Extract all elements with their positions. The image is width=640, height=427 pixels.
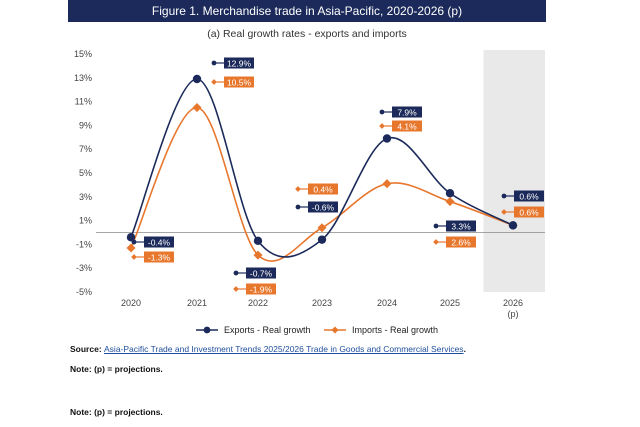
y-tick-label: 7% <box>79 144 92 154</box>
exports-label-marker <box>295 204 301 210</box>
note-1: Note: (p) = projections. <box>70 364 163 374</box>
imports-label-box <box>246 283 276 295</box>
exports-data-label: -0.7% <box>250 268 273 278</box>
exports-point <box>508 221 518 230</box>
exports-point <box>382 134 392 143</box>
x-tick-label: 2025 <box>440 298 460 308</box>
imports-data-label: -1.3% <box>148 252 171 262</box>
exports-label-box <box>514 190 544 202</box>
exports-data-label: 3.3% <box>451 221 471 231</box>
imports-data-label: 0.6% <box>519 207 539 217</box>
imports-label-marker <box>433 239 439 245</box>
exports-data-label: 7.9% <box>397 107 417 117</box>
exports-label-marker <box>433 223 439 229</box>
exports-label-box <box>308 201 338 213</box>
note-2: Note: (p) = projections. <box>70 407 163 417</box>
exports-label-box <box>224 57 254 69</box>
source-suffix: . <box>463 344 466 354</box>
exports-label-box <box>246 267 276 279</box>
y-tick-label: 11% <box>75 97 92 107</box>
imports-label-marker <box>295 186 301 192</box>
y-tick-label: 15% <box>74 49 92 59</box>
exports-label-marker <box>211 60 217 66</box>
imports-label-box <box>514 206 544 218</box>
exports-legend-marker <box>203 326 211 334</box>
y-tick-label: 1% <box>79 216 92 226</box>
exports-label-marker <box>501 193 507 199</box>
imports-label-marker <box>379 123 385 129</box>
imports-label-marker <box>211 79 217 85</box>
exports-label-box <box>446 220 476 232</box>
imports-data-label: 0.4% <box>313 184 333 194</box>
x-tick-suffix: (p) <box>508 309 519 319</box>
projection-band <box>483 50 545 292</box>
imports-legend-marker <box>331 326 339 334</box>
source-prefix: Source: <box>70 344 105 354</box>
x-tick-label: 2024 <box>377 298 397 308</box>
y-tick-label: 3% <box>79 192 92 202</box>
y-tick-label: 9% <box>79 120 92 130</box>
x-tick-label: 2023 <box>312 298 332 308</box>
exports-point <box>126 233 136 242</box>
y-tick-label: -3% <box>76 263 92 273</box>
exports-label-marker <box>379 109 385 115</box>
imports-label-box <box>144 251 174 263</box>
exports-label-box <box>392 106 422 118</box>
exports-label-marker <box>233 270 239 276</box>
exports-data-label: 12.9% <box>227 58 252 68</box>
imports-label-box <box>446 236 476 248</box>
exports-data-label: -0.6% <box>312 202 335 212</box>
figure-title: Figure 1. Merchandise trade in Asia-Paci… <box>68 0 546 22</box>
exports-label-box <box>144 236 174 248</box>
imports-point <box>382 179 392 189</box>
imports-point <box>317 223 327 233</box>
imports-label-marker <box>233 286 239 292</box>
imports-label-box <box>308 183 338 195</box>
exports-point <box>253 236 263 246</box>
imports-label-marker <box>131 254 137 260</box>
x-tick-label: 2021 <box>187 298 207 308</box>
imports-legend-label: Imports - Real growth <box>352 325 438 335</box>
x-tick-label: 2026 <box>503 298 523 308</box>
exports-point <box>192 74 202 84</box>
exports-point <box>445 189 455 198</box>
exports-point <box>317 235 327 244</box>
y-tick-label: -5% <box>76 287 92 297</box>
source-link[interactable]: Asia-Pacific Trade and Investment Trends… <box>104 344 464 354</box>
exports-legend-label: Exports - Real growth <box>224 325 311 335</box>
exports-data-label: -0.4% <box>148 237 171 247</box>
imports-line <box>130 106 514 262</box>
exports-data-label: 0.6% <box>519 191 539 201</box>
imports-data-label: -1.9% <box>250 284 273 294</box>
source-line: Source: Asia-Pacific Trade and Investmen… <box>70 344 466 354</box>
imports-label-box <box>224 76 254 88</box>
imports-point <box>445 197 455 207</box>
imports-point <box>126 243 136 253</box>
imports-point <box>192 103 202 113</box>
imports-data-label: 10.5% <box>227 77 252 87</box>
imports-data-label: 2.6% <box>451 237 471 247</box>
exports-line <box>130 78 514 258</box>
imports-data-label: 4.1% <box>397 121 417 131</box>
chart-subtitle: (a) Real growth rates - exports and impo… <box>207 28 407 40</box>
y-tick-label: 5% <box>79 168 92 178</box>
x-tick-label: 2022 <box>248 298 268 308</box>
y-tick-label: 13% <box>74 73 92 83</box>
exports-label-marker <box>131 239 137 245</box>
x-tick-label: 2020 <box>121 298 141 308</box>
line-chart: -5% -3% -1% 1% 3% 5% 7% 9% 11% 13% 15% 2020 2021 2022… <box>74 49 545 335</box>
imports-label-marker <box>501 209 507 215</box>
imports-label-box <box>392 120 422 132</box>
y-tick-label: -1% <box>76 239 92 249</box>
